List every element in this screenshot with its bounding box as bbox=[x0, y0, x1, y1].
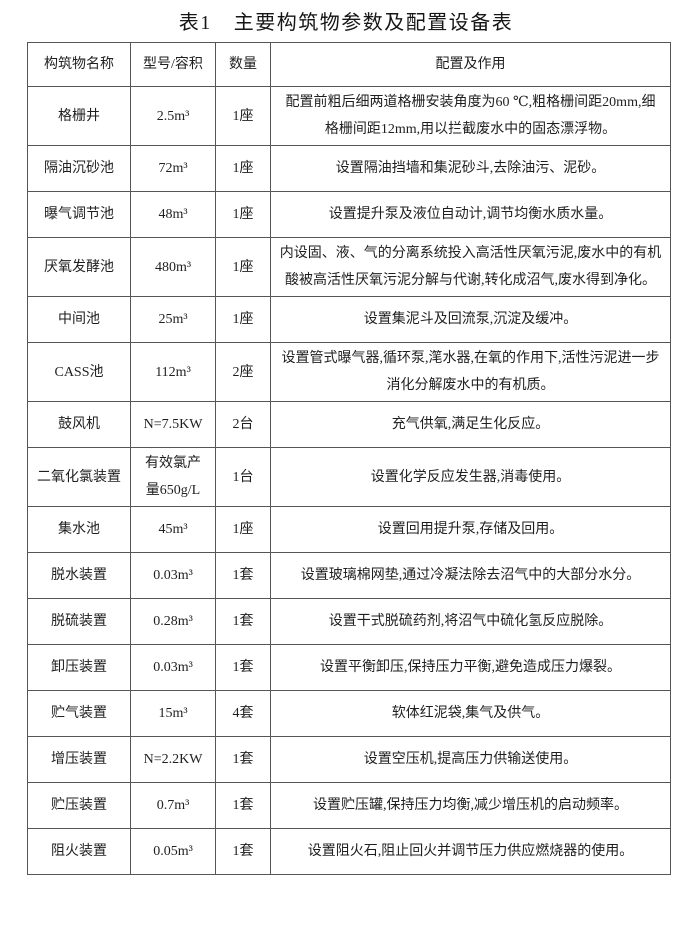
table-row: 贮气装置 15m³ 4套 软体红泥袋,集气及供气。 bbox=[27, 690, 671, 737]
structure-name-cell: 卸压装置 bbox=[27, 644, 131, 691]
structure-name-cell: CASS池 bbox=[27, 342, 131, 402]
model-volume-cell: 0.03m³ bbox=[130, 552, 216, 599]
quantity-cell: 1座 bbox=[215, 506, 271, 553]
quantity-cell: 1套 bbox=[215, 782, 271, 829]
model-volume-cell: N=2.2KW bbox=[130, 736, 216, 783]
configuration-function-cell: 配置前粗后细两道格栅安装角度为60 ℃,粗格栅间距20mm,细格栅间距12mm,… bbox=[270, 86, 671, 146]
model-volume-cell: 2.5m³ bbox=[130, 86, 216, 146]
model-volume-cell: 48m³ bbox=[130, 191, 216, 238]
configuration-function-cell: 设置回用提升泵,存储及回用。 bbox=[270, 506, 671, 553]
header-structure-name: 构筑物名称 bbox=[27, 42, 131, 87]
table-body: 格栅井 2.5m³ 1座 配置前粗后细两道格栅安装角度为60 ℃,粗格栅间距20… bbox=[27, 86, 671, 875]
table-title-number: 表1 bbox=[178, 12, 212, 34]
quantity-cell: 1座 bbox=[215, 191, 271, 238]
table-row: 隔油沉砂池 72m³ 1座 设置隔油挡墙和集泥砂斗,去除油污、泥砂。 bbox=[27, 145, 671, 192]
table-row: 脱水装置 0.03m³ 1套 设置玻璃棉网垫,通过冷凝法除去沼气中的大部分水分。 bbox=[27, 552, 671, 599]
table-row: 中间池 25m³ 1座 设置集泥斗及回流泵,沉淀及缓冲。 bbox=[27, 296, 671, 343]
quantity-cell: 1套 bbox=[215, 552, 271, 599]
structure-name-cell: 中间池 bbox=[27, 296, 131, 343]
quantity-cell: 1座 bbox=[215, 296, 271, 343]
structure-name-cell: 集水池 bbox=[27, 506, 131, 553]
table-title: 表1 主要构筑物参数及配置设备表 bbox=[0, 0, 692, 35]
table-row: 增压装置 N=2.2KW 1套 设置空压机,提高压力供输送使用。 bbox=[27, 736, 671, 783]
table-row: 二氧化氯装置 有效氯产量650g/L 1台 设置化学反应发生器,消毒使用。 bbox=[27, 447, 671, 507]
model-volume-cell: 0.03m³ bbox=[130, 644, 216, 691]
configuration-function-cell: 设置干式脱硫药剂,将沼气中硫化氢反应脱除。 bbox=[270, 598, 671, 645]
configuration-function-cell: 设置阻火石,阻止回火并调节压力供应燃烧器的使用。 bbox=[270, 828, 671, 875]
quantity-cell: 4套 bbox=[215, 690, 271, 737]
header-quantity: 数量 bbox=[215, 42, 271, 87]
model-volume-cell: 25m³ bbox=[130, 296, 216, 343]
quantity-cell: 1套 bbox=[215, 736, 271, 783]
structure-name-cell: 脱硫装置 bbox=[27, 598, 131, 645]
quantity-cell: 2座 bbox=[215, 342, 271, 402]
quantity-cell: 1座 bbox=[215, 86, 271, 146]
structure-name-cell: 厌氧发酵池 bbox=[27, 237, 131, 297]
structure-name-cell: 贮压装置 bbox=[27, 782, 131, 829]
table-row: 阻火装置 0.05m³ 1套 设置阻火石,阻止回火并调节压力供应燃烧器的使用。 bbox=[27, 828, 671, 875]
table-row: 格栅井 2.5m³ 1座 配置前粗后细两道格栅安装角度为60 ℃,粗格栅间距20… bbox=[27, 86, 671, 146]
configuration-function-cell: 设置平衡卸压,保持压力平衡,避免造成压力爆裂。 bbox=[270, 644, 671, 691]
table-header: 构筑物名称 型号/容积 数量 配置及作用 bbox=[27, 42, 671, 87]
structure-name-cell: 增压装置 bbox=[27, 736, 131, 783]
quantity-cell: 1座 bbox=[215, 145, 271, 192]
structure-name-cell: 贮气装置 bbox=[27, 690, 131, 737]
configuration-function-cell: 软体红泥袋,集气及供气。 bbox=[270, 690, 671, 737]
configuration-function-cell: 设置管式曝气器,循环泵,滗水器,在氧的作用下,活性污泥进一步消化分解废水中的有机… bbox=[270, 342, 671, 402]
model-volume-cell: 0.05m³ bbox=[130, 828, 216, 875]
structure-name-cell: 格栅井 bbox=[27, 86, 131, 146]
configuration-function-cell: 设置集泥斗及回流泵,沉淀及缓冲。 bbox=[270, 296, 671, 343]
header-row: 构筑物名称 型号/容积 数量 配置及作用 bbox=[27, 42, 671, 87]
model-volume-cell: 480m³ bbox=[130, 237, 216, 297]
table-row: 卸压装置 0.03m³ 1套 设置平衡卸压,保持压力平衡,避免造成压力爆裂。 bbox=[27, 644, 671, 691]
model-volume-cell: N=7.5KW bbox=[130, 401, 216, 448]
model-volume-cell: 112m³ bbox=[130, 342, 216, 402]
table-row: 厌氧发酵池 480m³ 1座 内设固、液、气的分离系统投入高活性厌氧污泥,废水中… bbox=[27, 237, 671, 297]
configuration-function-cell: 设置提升泵及液位自动计,调节均衡水质水量。 bbox=[270, 191, 671, 238]
table-row: CASS池 112m³ 2座 设置管式曝气器,循环泵,滗水器,在氧的作用下,活性… bbox=[27, 342, 671, 402]
model-volume-cell: 有效氯产量650g/L bbox=[130, 447, 216, 507]
configuration-function-cell: 设置玻璃棉网垫,通过冷凝法除去沼气中的大部分水分。 bbox=[270, 552, 671, 599]
header-configuration-function: 配置及作用 bbox=[270, 42, 671, 87]
model-volume-cell: 15m³ bbox=[130, 690, 216, 737]
configuration-function-cell: 设置空压机,提高压力供输送使用。 bbox=[270, 736, 671, 783]
quantity-cell: 1座 bbox=[215, 237, 271, 297]
configuration-function-cell: 充气供氧,满足生化反应。 bbox=[270, 401, 671, 448]
table-row: 贮压装置 0.7m³ 1套 设置贮压罐,保持压力均衡,减少增压机的启动频率。 bbox=[27, 782, 671, 829]
structure-name-cell: 隔油沉砂池 bbox=[27, 145, 131, 192]
quantity-cell: 1台 bbox=[215, 447, 271, 507]
equipment-parameters-table: 构筑物名称 型号/容积 数量 配置及作用 格栅井 2.5m³ 1座 配置前粗后细… bbox=[27, 42, 671, 875]
quantity-cell: 1套 bbox=[215, 644, 271, 691]
configuration-function-cell: 设置化学反应发生器,消毒使用。 bbox=[270, 447, 671, 507]
configuration-function-cell: 内设固、液、气的分离系统投入高活性厌氧污泥,废水中的有机酸被高活性厌氧污泥分解与… bbox=[270, 237, 671, 297]
model-volume-cell: 0.28m³ bbox=[130, 598, 216, 645]
quantity-cell: 2台 bbox=[215, 401, 271, 448]
configuration-function-cell: 设置隔油挡墙和集泥砂斗,去除油污、泥砂。 bbox=[270, 145, 671, 192]
structure-name-cell: 脱水装置 bbox=[27, 552, 131, 599]
header-model-volume: 型号/容积 bbox=[130, 42, 216, 87]
structure-name-cell: 阻火装置 bbox=[27, 828, 131, 875]
structure-name-cell: 曝气调节池 bbox=[27, 191, 131, 238]
structure-name-cell: 二氧化氯装置 bbox=[27, 447, 131, 507]
table-title-text: 主要构筑物参数及配置设备表 bbox=[233, 12, 514, 34]
table-row: 鼓风机 N=7.5KW 2台 充气供氧,满足生化反应。 bbox=[27, 401, 671, 448]
structure-name-cell: 鼓风机 bbox=[27, 401, 131, 448]
table-row: 脱硫装置 0.28m³ 1套 设置干式脱硫药剂,将沼气中硫化氢反应脱除。 bbox=[27, 598, 671, 645]
table-row: 集水池 45m³ 1座 设置回用提升泵,存储及回用。 bbox=[27, 506, 671, 553]
table-row: 曝气调节池 48m³ 1座 设置提升泵及液位自动计,调节均衡水质水量。 bbox=[27, 191, 671, 238]
model-volume-cell: 72m³ bbox=[130, 145, 216, 192]
quantity-cell: 1套 bbox=[215, 598, 271, 645]
model-volume-cell: 45m³ bbox=[130, 506, 216, 553]
model-volume-cell: 0.7m³ bbox=[130, 782, 216, 829]
quantity-cell: 1套 bbox=[215, 828, 271, 875]
configuration-function-cell: 设置贮压罐,保持压力均衡,减少增压机的启动频率。 bbox=[270, 782, 671, 829]
